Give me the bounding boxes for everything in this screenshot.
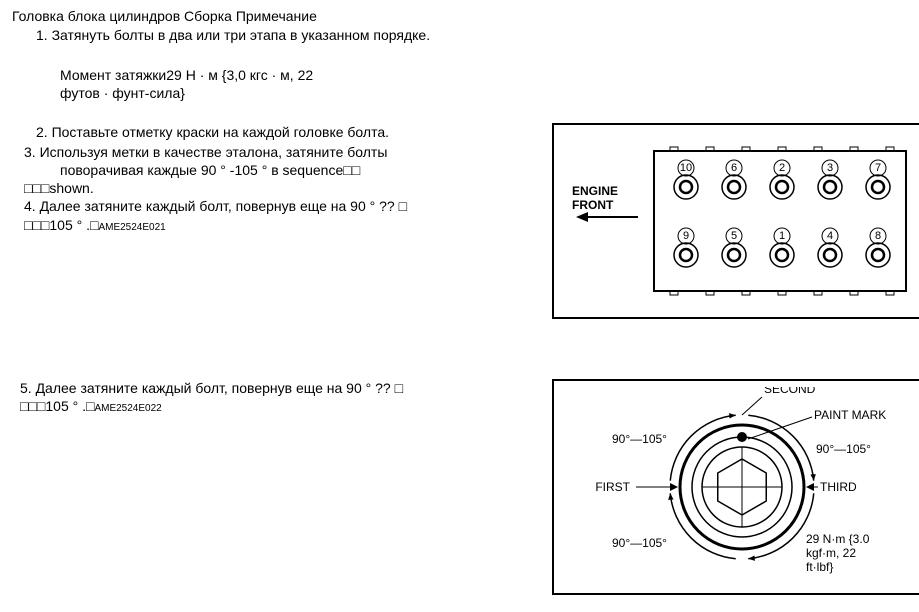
svg-text:FIRST: FIRST — [595, 480, 630, 494]
torque-line-1: Момент затяжки29 Н · м {3,0 кгс · м, 22 — [60, 66, 907, 84]
svg-text:ft·lbf}: ft·lbf} — [806, 560, 833, 574]
svg-text:SECOND: SECOND — [764, 387, 816, 396]
svg-text:90°—105°: 90°—105° — [816, 442, 871, 456]
svg-text:1: 1 — [779, 230, 785, 242]
svg-text:8: 8 — [875, 230, 881, 242]
step-5b: □□□105 ° .□ — [20, 398, 94, 414]
svg-text:kgf·m, 22: kgf·m, 22 — [806, 546, 856, 560]
svg-text:7: 7 — [875, 162, 881, 174]
step-3b: поворачивая каждые 90 ° -105 ° в sequenc… — [60, 161, 552, 179]
step-4b: □□□105 ° .□ — [24, 217, 98, 233]
svg-text:ENGINE: ENGINE — [572, 184, 618, 198]
svg-text:PAINT MARK: PAINT MARK — [814, 408, 886, 422]
page-title: Головка блока цилиндров Сборка Примечани… — [12, 8, 907, 24]
svg-text:2: 2 — [779, 162, 785, 174]
svg-text:3: 3 — [827, 162, 833, 174]
svg-text:THIRD: THIRD — [820, 480, 857, 494]
svg-text:90°—105°: 90°—105° — [612, 432, 667, 446]
svg-text:90°—105°: 90°—105° — [612, 536, 667, 550]
svg-text:FRONT: FRONT — [572, 198, 614, 212]
step-3a: 3. Используя метки в качестве эталона, з… — [24, 143, 552, 161]
step-5a: 5. Далее затяните каждый болт, повернув … — [20, 379, 552, 397]
svg-text:5: 5 — [731, 230, 737, 242]
step-2: 2. Поставьте отметку краски на каждой го… — [36, 123, 552, 141]
ref-5: AME2524E022 — [94, 403, 161, 414]
svg-text:29 N·m {3.0: 29 N·m {3.0 — [806, 532, 870, 546]
figure-2-box: SECOND PAINT MARK 90°—105° 90°—105° FIRST THI… — [552, 379, 919, 595]
step-4a: 4. Далее затяните каждый болт, повернув … — [24, 197, 552, 215]
svg-text:10: 10 — [680, 162, 692, 174]
svg-text:4: 4 — [827, 230, 833, 242]
figure-1-diagram: ENGINEFRONT 10 6 2 3 7 9 5 1 4 8 — [562, 131, 912, 311]
step-3c: □□□shown. — [24, 179, 552, 197]
figure-2-diagram: SECOND PAINT MARK 90°—105° 90°—105° FIRST THI… — [562, 387, 912, 587]
svg-text:9: 9 — [683, 230, 689, 242]
torque-line-2: футов · фунт-сила} — [60, 84, 907, 102]
figure-1-box: ENGINEFRONT 10 6 2 3 7 9 5 1 4 8 — [552, 123, 919, 319]
svg-text:6: 6 — [731, 162, 737, 174]
ref-4: AME2524E021 — [98, 222, 165, 233]
step-1: 1. Затянуть болты в два или три этапа в … — [36, 26, 907, 44]
